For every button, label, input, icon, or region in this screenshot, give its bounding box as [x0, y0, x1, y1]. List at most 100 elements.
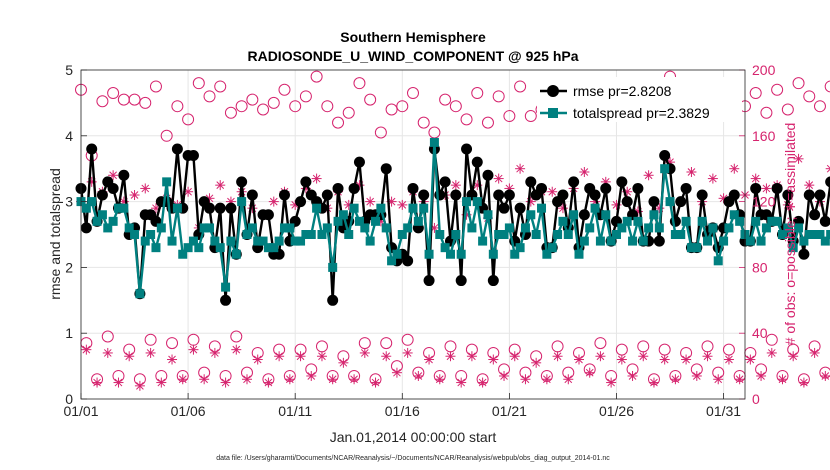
- obs-possible-point: [401, 333, 414, 346]
- obs-assimilated-point: [798, 377, 809, 388]
- totalspread-point: [81, 203, 91, 213]
- rmse-point: [728, 189, 740, 201]
- totalspread-point: [178, 249, 188, 259]
- totalspread-point: [199, 223, 209, 233]
- obs-assimilated-point: [284, 374, 295, 385]
- obs-possible-point: [267, 96, 280, 109]
- obs-possible-point: [101, 330, 114, 343]
- totalspread-point: [451, 230, 461, 239]
- obs-assimilated-point: [574, 354, 584, 365]
- totalspread-point: [794, 223, 804, 233]
- totalspread-point: [622, 216, 632, 226]
- obs-assimilated-point: [729, 163, 740, 174]
- totalspread-point: [504, 223, 514, 233]
- totalspread-point: [231, 249, 241, 259]
- rmse-point: [348, 182, 360, 194]
- chart-title: Southern Hemisphere: [340, 29, 486, 45]
- totalspread-point: [713, 256, 723, 266]
- totalspread-point: [333, 216, 343, 226]
- totalspread-point: [103, 223, 113, 233]
- totalspread-point: [670, 230, 680, 239]
- obs-assimilated-point: [552, 351, 563, 362]
- obs-assimilated-point: [311, 173, 322, 184]
- obs-possible-point: [492, 90, 505, 103]
- rmse-point: [482, 169, 494, 181]
- rmse-point: [589, 189, 601, 201]
- totalspread-point: [745, 236, 755, 246]
- totalspread-point: [729, 210, 739, 220]
- totalspread-point: [167, 236, 177, 246]
- totalspread-point: [820, 236, 830, 246]
- obs-assimilated-point: [359, 347, 370, 358]
- obs-assimilated-point: [327, 374, 338, 385]
- obs-assimilated-point: [156, 377, 167, 388]
- totalspread-point: [322, 223, 332, 233]
- rmse-point: [819, 215, 830, 227]
- totalspread-point: [644, 223, 654, 233]
- obs-assimilated-point: [231, 344, 242, 355]
- obs-assimilated-point: [391, 367, 402, 378]
- rmse-point: [450, 189, 462, 201]
- rmse-point: [680, 182, 692, 194]
- obs-assimilated-point: [761, 183, 772, 194]
- obs-assimilated-point: [670, 374, 681, 385]
- totalspread-point: [815, 230, 825, 239]
- rmse-point: [653, 235, 665, 247]
- totalspread-point: [445, 249, 455, 259]
- rmse-point: [353, 156, 365, 168]
- obs-assimilated-point: [477, 377, 488, 388]
- totalspread-point: [146, 230, 156, 239]
- totalspread-point: [172, 203, 182, 213]
- legend-label-rmse: rmse pr=2.8208: [573, 83, 672, 99]
- obs-assimilated-point: [707, 173, 718, 184]
- obs-possible-point: [310, 70, 323, 83]
- rmse-point: [118, 169, 130, 181]
- rmse-point: [648, 196, 660, 208]
- obs-assimilated-point: [541, 374, 552, 385]
- legend-label-totalspread: totalspread pr=2.3829: [573, 105, 710, 121]
- rmse-point: [616, 176, 628, 188]
- totalspread-point: [365, 236, 375, 246]
- obs-possible-point: [332, 116, 345, 129]
- totalspread-point: [376, 203, 386, 213]
- obs-possible-point: [182, 113, 195, 126]
- totalspread-point: [826, 230, 830, 239]
- totalspread-point: [156, 223, 166, 233]
- rmse-point: [439, 176, 451, 188]
- legend-box: [537, 77, 742, 122]
- obs-possible-point: [171, 100, 184, 113]
- obs-possible-point: [374, 126, 387, 139]
- rmse-point: [246, 189, 258, 201]
- y-tick-label: 4: [65, 128, 73, 144]
- obs-assimilated-point: [424, 354, 435, 365]
- obs-assimilated-point: [129, 190, 140, 201]
- y-right-tick-label: 0: [752, 391, 760, 407]
- y-tick-label: 5: [65, 62, 73, 78]
- totalspread-point: [649, 210, 659, 220]
- totalspread-point: [585, 223, 595, 233]
- obs-possible-point: [760, 106, 773, 119]
- totalspread-point: [242, 230, 252, 239]
- obs-assimilated-point: [627, 370, 638, 381]
- obs-possible-point: [139, 96, 152, 109]
- obs-assimilated-point: [92, 377, 103, 388]
- y-right-tick-label: 80: [752, 259, 768, 275]
- totalspread-point: [697, 216, 707, 226]
- obs-possible-point: [96, 95, 109, 108]
- obs-assimilated-point: [638, 351, 649, 362]
- rmse-point: [621, 196, 633, 208]
- totalspread-point: [188, 236, 198, 246]
- totalspread-point: [349, 203, 359, 213]
- obs-possible-point: [514, 80, 527, 93]
- totalspread-point: [633, 216, 643, 226]
- rmse-point: [600, 182, 612, 194]
- totalspread-point: [419, 203, 429, 213]
- obs-assimilated-point: [124, 351, 135, 362]
- y-right-tick-label: 160: [752, 128, 776, 144]
- totalspread-point: [403, 223, 413, 233]
- obs-assimilated-point: [563, 374, 574, 385]
- totalspread-point: [317, 230, 327, 239]
- rmse-point: [220, 294, 232, 306]
